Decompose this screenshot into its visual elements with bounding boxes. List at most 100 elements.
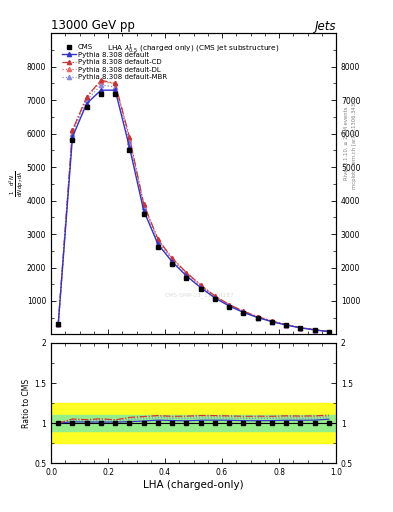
Pythia 8.308 default (56, 322, 61, 328)
Line: CMS: CMS (56, 91, 331, 334)
Pythia 8.308 default (141, 207, 146, 214)
Pythia 8.308 default-DL (213, 293, 217, 300)
Legend: CMS, Pythia 8.308 default, Pythia 8.308 default-CD, Pythia 8.308 default-DL, Pyt: CMS, Pythia 8.308 default, Pythia 8.308 … (60, 43, 168, 82)
CMS (156, 244, 160, 250)
Pythia 8.308 default-MBR (284, 322, 288, 328)
Pythia 8.308 default-MBR (84, 97, 89, 103)
Pythia 8.308 default-CD (141, 201, 146, 207)
CMS (312, 327, 317, 333)
Pythia 8.308 default-DL (170, 255, 174, 262)
Pythia 8.308 default-DL (227, 302, 231, 308)
Pythia 8.308 default (312, 327, 317, 333)
Pythia 8.308 default-DL (56, 322, 61, 328)
Pythia 8.308 default-MBR (270, 318, 274, 325)
CMS (84, 104, 89, 110)
CMS (327, 329, 331, 335)
Pythia 8.308 default (170, 259, 174, 265)
Text: Jets: Jets (314, 20, 336, 33)
Pythia 8.308 default (327, 329, 331, 335)
Pythia 8.308 default (241, 309, 246, 315)
Pythia 8.308 default-DL (156, 237, 160, 243)
Pythia 8.308 default-DL (241, 308, 246, 314)
Pythia 8.308 default-DL (141, 202, 146, 208)
Pythia 8.308 default (227, 303, 231, 309)
Pythia 8.308 default (127, 144, 132, 150)
Pythia 8.308 default (99, 87, 103, 93)
Line: Pythia 8.308 default-CD: Pythia 8.308 default-CD (56, 78, 331, 334)
Pythia 8.308 default-MBR (184, 271, 189, 278)
Pythia 8.308 default (255, 314, 260, 321)
CMS (113, 91, 118, 97)
Y-axis label: $\frac{1}{\mathrm{d}N}\frac{\mathrm{d}^2N}{\mathrm{d}p_T\,\mathrm{d}\lambda}$: $\frac{1}{\mathrm{d}N}\frac{\mathrm{d}^2… (7, 170, 25, 197)
Pythia 8.308 default-DL (327, 329, 331, 335)
Pythia 8.308 default (198, 285, 203, 291)
Pythia 8.308 default-CD (84, 94, 89, 100)
Pythia 8.308 default-MBR (156, 239, 160, 245)
CMS (184, 274, 189, 281)
Pythia 8.308 default-MBR (227, 302, 231, 308)
CMS (198, 286, 203, 292)
CMS (70, 137, 75, 143)
Pythia 8.308 default (156, 241, 160, 247)
Pythia 8.308 default-MBR (241, 309, 246, 315)
Line: Pythia 8.308 default-DL: Pythia 8.308 default-DL (56, 80, 331, 334)
Pythia 8.308 default-DL (70, 127, 75, 134)
Pythia 8.308 default-DL (298, 325, 303, 331)
Pythia 8.308 default-DL (99, 79, 103, 85)
Pythia 8.308 default-CD (170, 255, 174, 261)
CMS (127, 147, 132, 154)
Text: Rivet 3.1.10, ≥ 2.9M events: Rivet 3.1.10, ≥ 2.9M events (344, 106, 349, 180)
CMS (241, 310, 246, 316)
Pythia 8.308 default-MBR (99, 82, 103, 88)
CMS (284, 323, 288, 329)
Pythia 8.308 default (270, 318, 274, 325)
Pythia 8.308 default-MBR (141, 204, 146, 210)
Pythia 8.308 default-CD (213, 293, 217, 299)
Pythia 8.308 default-MBR (127, 139, 132, 145)
Pythia 8.308 default-DL (284, 322, 288, 328)
Pythia 8.308 default-CD (184, 269, 189, 275)
CMS (227, 304, 231, 310)
Pythia 8.308 default-CD (227, 302, 231, 308)
Text: mcplots.cern.ch [arXiv:1306.3436]: mcplots.cern.ch [arXiv:1306.3436] (352, 98, 357, 189)
Line: Pythia 8.308 default: Pythia 8.308 default (56, 88, 331, 334)
CMS (141, 211, 146, 217)
Pythia 8.308 default (213, 295, 217, 301)
X-axis label: LHA (charged-only): LHA (charged-only) (143, 480, 244, 490)
Pythia 8.308 default-CD (156, 236, 160, 242)
Pythia 8.308 default-CD (255, 313, 260, 319)
CMS (56, 322, 61, 328)
Pythia 8.308 default-CD (127, 134, 132, 140)
Pythia 8.308 default-DL (184, 270, 189, 276)
Pythia 8.308 default (70, 134, 75, 140)
CMS (298, 325, 303, 331)
Pythia 8.308 default-MBR (70, 131, 75, 137)
Pythia 8.308 default-DL (127, 136, 132, 142)
Pythia 8.308 default-CD (241, 308, 246, 314)
Pythia 8.308 default-DL (113, 80, 118, 87)
Pythia 8.308 default (284, 322, 288, 328)
Bar (51, 415, 336, 431)
Line: Pythia 8.308 default-MBR: Pythia 8.308 default-MBR (56, 83, 331, 334)
Pythia 8.308 default-CD (198, 282, 203, 288)
Pythia 8.308 default-CD (70, 127, 75, 134)
Pythia 8.308 default-CD (312, 327, 317, 333)
Pythia 8.308 default-MBR (198, 283, 203, 289)
Pythia 8.308 default (184, 273, 189, 279)
Pythia 8.308 default-MBR (327, 329, 331, 335)
Text: 13000 GeV pp: 13000 GeV pp (51, 19, 135, 32)
Pythia 8.308 default-CD (56, 322, 61, 328)
Pythia 8.308 default-MBR (298, 325, 303, 331)
Pythia 8.308 default-CD (284, 322, 288, 328)
Pythia 8.308 default-DL (84, 94, 89, 100)
Pythia 8.308 default-MBR (113, 84, 118, 90)
CMS (270, 319, 274, 325)
CMS (170, 261, 174, 267)
Pythia 8.308 default (113, 87, 118, 93)
Text: CMS-SMP-21_11920187: CMS-SMP-21_11920187 (164, 292, 234, 298)
Y-axis label: Ratio to CMS: Ratio to CMS (22, 378, 31, 428)
Pythia 8.308 default (84, 100, 89, 106)
CMS (213, 296, 217, 303)
Pythia 8.308 default-CD (270, 318, 274, 324)
Pythia 8.308 default-MBR (56, 322, 61, 328)
